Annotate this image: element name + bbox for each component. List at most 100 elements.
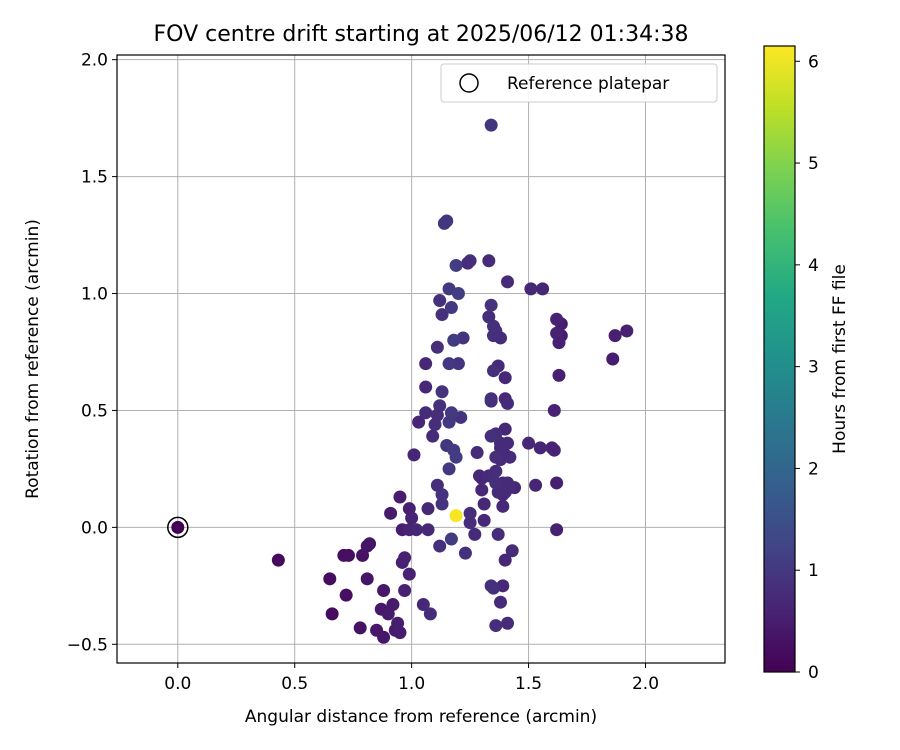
data-point xyxy=(484,394,498,408)
data-point xyxy=(451,357,465,371)
data-point xyxy=(486,581,500,595)
y-tick-label: 1.5 xyxy=(81,168,108,188)
data-point xyxy=(449,509,463,523)
data-point xyxy=(339,588,353,602)
x-axis-ticks: 0.0 0.5 1.0 1.5 2.0 xyxy=(164,663,659,694)
data-point xyxy=(501,275,515,289)
data-point xyxy=(353,621,367,635)
colorbar-tick-label: 2 xyxy=(808,459,819,479)
data-point xyxy=(393,626,407,640)
data-point xyxy=(524,282,538,296)
legend-entry-reference: Reference platepar xyxy=(507,74,669,94)
colorbar-ticks: 0 1 2 3 4 5 6 xyxy=(795,52,819,683)
data-point xyxy=(449,450,463,464)
y-tick-label: 0.5 xyxy=(81,401,108,421)
data-point xyxy=(486,329,500,343)
chart-title: FOV centre drift starting at 2025/06/12 … xyxy=(154,22,689,47)
data-point xyxy=(458,546,472,560)
data-point xyxy=(405,511,419,525)
y-axis-label: Rotation from reference (arcmin) xyxy=(23,219,43,499)
data-point xyxy=(489,619,503,633)
data-point xyxy=(377,584,391,598)
data-point xyxy=(489,450,503,464)
y-tick-label: −0.5 xyxy=(67,635,108,655)
data-point xyxy=(529,478,543,492)
data-point xyxy=(486,319,500,333)
data-point xyxy=(484,298,498,312)
data-point xyxy=(470,446,484,460)
data-point xyxy=(608,329,622,343)
x-axis-label: Angular distance from reference (arcmin) xyxy=(245,707,597,727)
data-point xyxy=(489,476,503,490)
data-point xyxy=(496,499,510,513)
data-point xyxy=(620,324,634,338)
data-point xyxy=(342,548,356,562)
data-point xyxy=(463,254,477,268)
data-points xyxy=(171,118,634,644)
colorbar-tick-label: 1 xyxy=(808,561,819,581)
data-point xyxy=(384,506,398,520)
data-point xyxy=(550,326,564,340)
data-point xyxy=(451,287,465,301)
colorbar-tick-label: 5 xyxy=(808,154,819,174)
colorbar-label: Hours from first FF file xyxy=(830,264,850,454)
colorbar-frame xyxy=(763,45,796,673)
data-point xyxy=(423,607,437,621)
x-tick-label: 2.0 xyxy=(632,674,659,694)
data-point xyxy=(421,502,435,516)
colorbar: 0 1 2 3 4 5 6 Hours from first FF file xyxy=(763,45,850,683)
x-tick-label: 0.0 xyxy=(164,674,191,694)
data-point xyxy=(491,527,505,541)
x-tick-label: 1.5 xyxy=(515,674,542,694)
data-point xyxy=(550,476,564,490)
data-point xyxy=(398,551,412,565)
grid-lines xyxy=(117,55,725,663)
data-point xyxy=(505,544,519,558)
data-point xyxy=(363,537,377,551)
data-point xyxy=(503,481,517,495)
data-point xyxy=(402,567,416,581)
y-tick-label: 0.0 xyxy=(81,518,108,538)
data-point xyxy=(501,396,515,410)
data-point xyxy=(547,443,561,457)
data-point xyxy=(484,118,498,132)
data-point xyxy=(444,406,458,420)
data-point xyxy=(482,254,496,268)
data-point xyxy=(550,523,564,537)
colorbar-tick-label: 6 xyxy=(808,52,819,72)
data-point xyxy=(433,294,447,308)
data-point xyxy=(498,371,512,385)
data-point xyxy=(444,532,458,546)
data-point xyxy=(533,441,547,455)
data-point xyxy=(447,333,461,347)
data-point xyxy=(449,258,463,272)
data-point xyxy=(606,352,620,366)
colorbar-tick-label: 4 xyxy=(808,256,819,276)
legend-marker xyxy=(459,73,479,93)
data-point xyxy=(444,301,458,315)
data-point xyxy=(550,312,564,326)
data-point xyxy=(393,490,407,504)
data-point xyxy=(412,415,426,429)
data-point xyxy=(409,523,423,537)
x-tick-label: 1.0 xyxy=(398,674,425,694)
data-point xyxy=(435,497,449,511)
data-point xyxy=(503,450,517,464)
data-point xyxy=(442,357,456,371)
legend-box xyxy=(440,63,718,103)
data-point xyxy=(477,497,491,511)
data-point xyxy=(430,340,444,354)
data-point xyxy=(486,364,500,378)
data-point xyxy=(498,553,512,567)
colorbar-tick-label: 0 xyxy=(808,663,819,683)
data-point xyxy=(501,616,515,630)
data-point xyxy=(407,448,421,462)
y-axis-ticks: −0.5 0.0 0.5 1.0 1.5 2.0 xyxy=(67,51,117,655)
reference-platepar-marker xyxy=(167,516,189,539)
data-point xyxy=(522,436,536,450)
data-point xyxy=(440,214,454,228)
data-point xyxy=(419,380,433,394)
data-point xyxy=(377,630,391,644)
data-point xyxy=(360,572,374,586)
